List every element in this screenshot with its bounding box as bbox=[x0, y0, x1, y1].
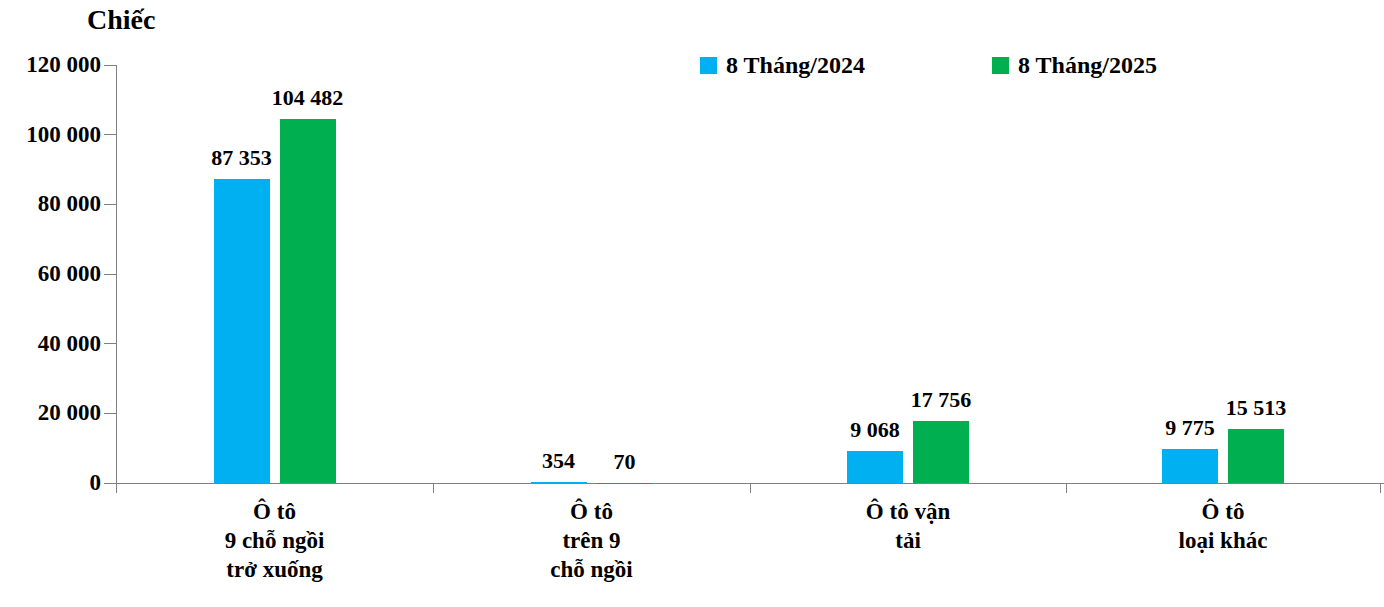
y-axis-tick bbox=[104, 343, 116, 344]
bar-series1-cat1 bbox=[214, 179, 270, 483]
y-axis-tick-label: 0 bbox=[0, 470, 101, 496]
value-label: 104 482 bbox=[272, 85, 344, 111]
y-axis-tick-label: 60 000 bbox=[0, 261, 101, 287]
legend-swatch-2025-icon bbox=[992, 57, 1009, 74]
value-label: 17 756 bbox=[911, 387, 972, 413]
value-label: 87 353 bbox=[211, 145, 272, 171]
x-axis-tick bbox=[433, 483, 434, 493]
y-axis-tick-label: 100 000 bbox=[0, 122, 101, 148]
legend-swatch-2024-icon bbox=[700, 57, 717, 74]
legend-item-2025: 8 Tháng/2025 bbox=[992, 52, 1157, 79]
x-axis-category-label: Ô tô loại khác bbox=[1179, 497, 1268, 555]
value-label: 9 068 bbox=[850, 417, 900, 443]
y-axis-unit-label: Chiếc bbox=[87, 4, 155, 36]
bar-series1-cat4 bbox=[1162, 449, 1218, 483]
value-label: 354 bbox=[542, 448, 575, 474]
value-label: 70 bbox=[614, 449, 636, 475]
y-axis-tick bbox=[104, 483, 116, 484]
x-axis-tick bbox=[1380, 483, 1381, 493]
y-axis-tick bbox=[104, 204, 116, 205]
bar-series2-cat3 bbox=[913, 421, 969, 483]
y-axis-line bbox=[116, 65, 117, 483]
bar-series1-cat2 bbox=[531, 482, 587, 483]
y-axis-tick bbox=[104, 413, 116, 414]
value-label: 15 513 bbox=[1226, 395, 1287, 421]
x-axis-category-label: Ô tô 9 chỗ ngồi trở xuống bbox=[225, 497, 325, 584]
bar-chart: Chiếc 8 Tháng/2024 8 Tháng/2025 0 20 000 4… bbox=[0, 0, 1384, 607]
legend-item-2024: 8 Tháng/2024 bbox=[700, 52, 865, 79]
x-axis-category-label: Ô tô trên 9 chỗ ngồi bbox=[550, 497, 632, 584]
bar-series2-cat1 bbox=[280, 119, 336, 483]
y-axis-tick-label: 40 000 bbox=[0, 331, 101, 357]
x-axis-tick bbox=[116, 483, 117, 493]
y-axis-tick-label: 80 000 bbox=[0, 191, 101, 217]
x-axis-line bbox=[104, 483, 1384, 484]
y-axis-tick bbox=[104, 274, 116, 275]
bar-series2-cat4 bbox=[1228, 429, 1284, 483]
legend-label-2024: 8 Tháng/2024 bbox=[726, 52, 865, 79]
legend-label-2025: 8 Tháng/2025 bbox=[1018, 52, 1157, 79]
y-axis-tick-label: 120 000 bbox=[0, 52, 101, 78]
bar-series1-cat3 bbox=[847, 451, 903, 483]
y-axis-tick bbox=[104, 65, 116, 66]
y-axis-tick-label: 20 000 bbox=[0, 400, 101, 426]
x-axis-tick bbox=[1066, 483, 1067, 493]
y-axis-tick bbox=[104, 134, 116, 135]
x-axis-tick bbox=[750, 483, 751, 493]
x-axis-category-label: Ô tô vận tải bbox=[866, 497, 950, 555]
value-label: 9 775 bbox=[1165, 415, 1215, 441]
